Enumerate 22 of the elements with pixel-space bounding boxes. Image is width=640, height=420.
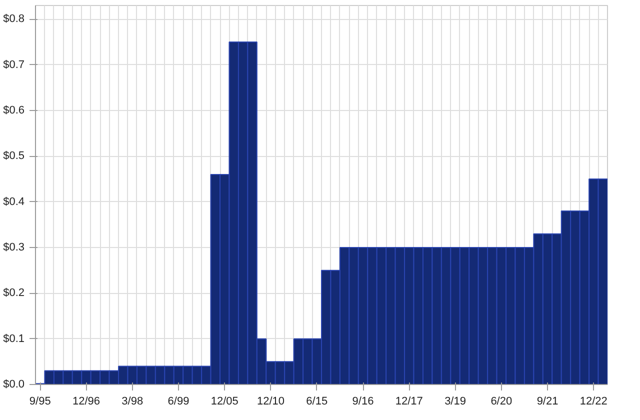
x-tick-label: 12/05 <box>210 396 238 408</box>
x-tick-label: 3/98 <box>122 396 144 408</box>
x-tick-label: 9/21 <box>536 396 558 408</box>
x-tick-label: 9/16 <box>352 396 374 408</box>
x-tick-label: 6/20 <box>490 396 512 408</box>
y-tick-label: $0.3 <box>3 242 25 254</box>
x-tick-label: 12/17 <box>395 396 423 408</box>
x-tick-label: 12/96 <box>72 396 100 408</box>
x-tick-label: 6/99 <box>168 396 190 408</box>
y-tick-label: $0.2 <box>3 287 25 300</box>
x-tick-label: 12/10 <box>256 396 285 408</box>
y-tick-label: $0.8 <box>3 13 25 26</box>
x-tick-label: 6/15 <box>306 396 328 408</box>
y-tick-label: $0.0 <box>3 378 25 390</box>
x-tick-label: 3/19 <box>444 396 466 408</box>
y-tick-label: $0.5 <box>3 150 25 162</box>
x-tick-label: 9/95 <box>29 396 51 408</box>
y-tick-label: $0.4 <box>3 196 25 208</box>
y-tick-label: $0.6 <box>3 104 25 117</box>
y-tick-label: $0.1 <box>3 332 25 345</box>
x-tick-label: 12/22 <box>580 396 608 408</box>
y-tick-label: $0.7 <box>3 58 25 71</box>
